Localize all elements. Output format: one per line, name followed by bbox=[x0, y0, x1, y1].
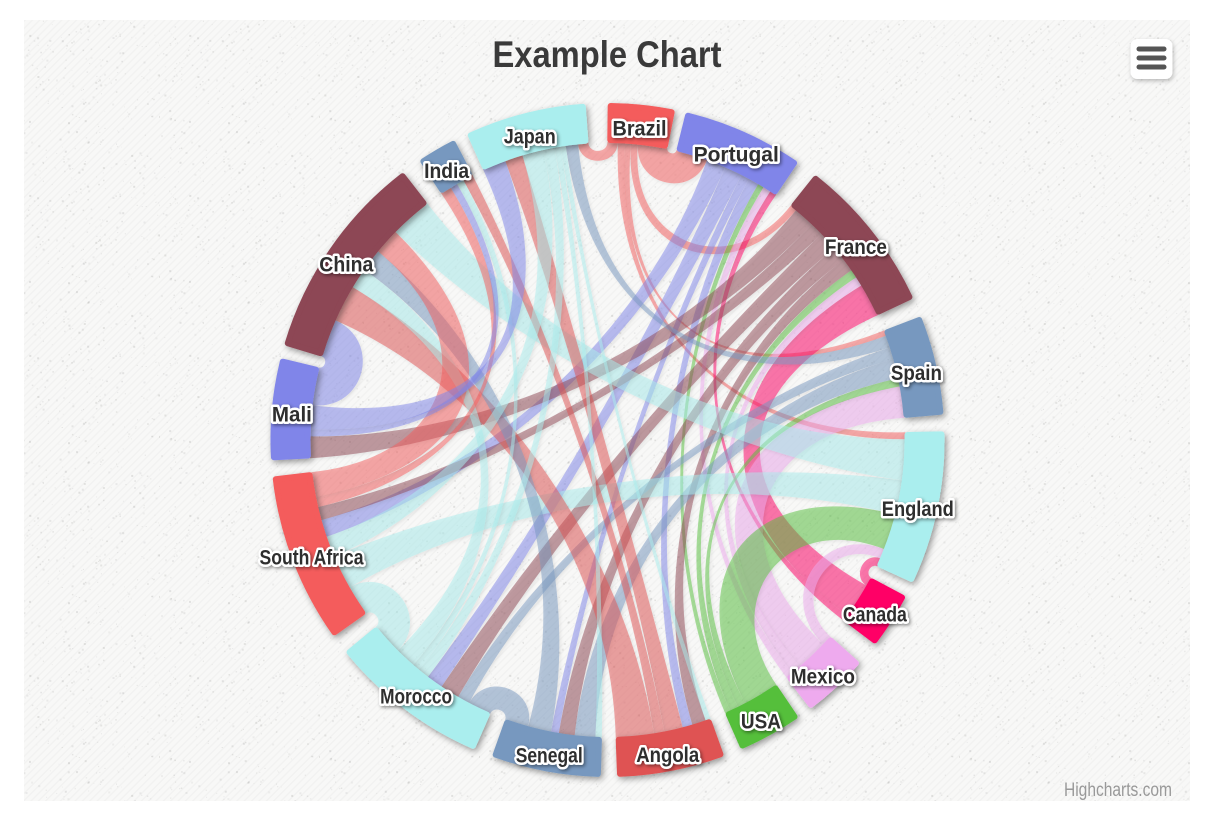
svg-text:Canada: Canada bbox=[843, 603, 907, 626]
svg-text:France: France bbox=[825, 236, 887, 259]
svg-text:Japan: Japan bbox=[504, 126, 556, 149]
svg-text:India: India bbox=[424, 160, 469, 183]
svg-text:Highcharts.com: Highcharts.com bbox=[1064, 780, 1172, 801]
svg-text:Mexico: Mexico bbox=[791, 666, 855, 689]
svg-text:England: England bbox=[882, 498, 954, 521]
svg-text:South Africa: South Africa bbox=[260, 546, 364, 569]
svg-text:Portugal: Portugal bbox=[694, 143, 779, 166]
svg-text:Morocco: Morocco bbox=[380, 686, 452, 709]
svg-text:USA: USA bbox=[741, 710, 781, 733]
svg-text:China: China bbox=[319, 253, 373, 276]
svg-text:Spain: Spain bbox=[891, 362, 942, 385]
svg-text:Mali: Mali bbox=[272, 404, 312, 427]
svg-text:Brazil: Brazil bbox=[613, 118, 667, 141]
svg-text:Example Chart: Example Chart bbox=[493, 34, 722, 75]
svg-text:Angola: Angola bbox=[636, 744, 699, 767]
svg-text:Senegal: Senegal bbox=[516, 745, 583, 768]
